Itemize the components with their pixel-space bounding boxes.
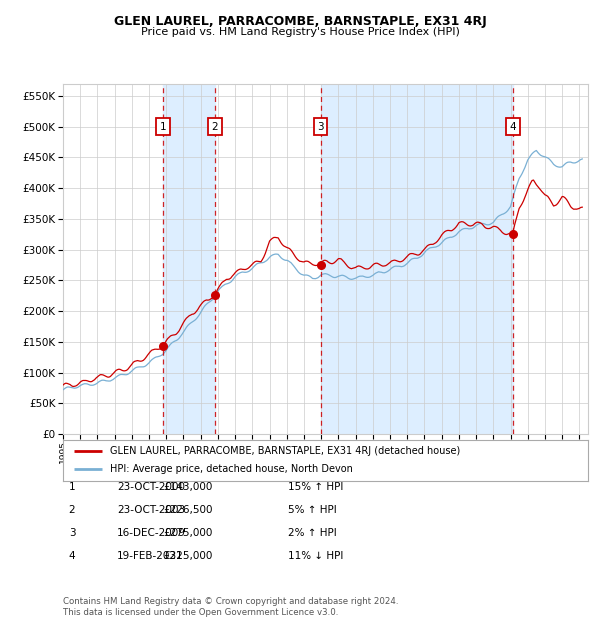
Bar	[163, 84, 215, 434]
Text: 2: 2	[68, 505, 76, 515]
Text: £325,000: £325,000	[164, 551, 213, 560]
Text: GLEN LAUREL, PARRACOMBE, BARNSTAPLE, EX31 4RJ: GLEN LAUREL, PARRACOMBE, BARNSTAPLE, EX3…	[113, 16, 487, 29]
Text: 23-OCT-2003: 23-OCT-2003	[117, 505, 185, 515]
Text: £143,000: £143,000	[164, 482, 213, 492]
Text: Contains HM Land Registry data © Crown copyright and database right 2024.
This d: Contains HM Land Registry data © Crown c…	[63, 598, 398, 617]
Text: 4: 4	[509, 122, 516, 131]
Text: 11% ↓ HPI: 11% ↓ HPI	[288, 551, 343, 560]
Text: 2% ↑ HPI: 2% ↑ HPI	[288, 528, 337, 538]
Text: 1: 1	[160, 122, 166, 131]
Text: 15% ↑ HPI: 15% ↑ HPI	[288, 482, 343, 492]
Text: 4: 4	[68, 551, 76, 560]
Text: GLEN LAUREL, PARRACOMBE, BARNSTAPLE, EX31 4RJ (detached house): GLEN LAUREL, PARRACOMBE, BARNSTAPLE, EX3…	[110, 446, 461, 456]
Text: 16-DEC-2009: 16-DEC-2009	[117, 528, 186, 538]
Text: 2: 2	[211, 122, 218, 131]
Text: 3: 3	[317, 122, 324, 131]
Text: 1: 1	[68, 482, 76, 492]
Text: 5% ↑ HPI: 5% ↑ HPI	[288, 505, 337, 515]
Text: Price paid vs. HM Land Registry's House Price Index (HPI): Price paid vs. HM Land Registry's House …	[140, 27, 460, 37]
Text: 19-FEB-2021: 19-FEB-2021	[117, 551, 184, 560]
Text: HPI: Average price, detached house, North Devon: HPI: Average price, detached house, Nort…	[110, 464, 353, 474]
Text: 3: 3	[68, 528, 76, 538]
Text: £226,500: £226,500	[163, 505, 213, 515]
Text: £275,000: £275,000	[164, 528, 213, 538]
Text: 23-OCT-2000: 23-OCT-2000	[117, 482, 185, 492]
Bar	[320, 84, 513, 434]
